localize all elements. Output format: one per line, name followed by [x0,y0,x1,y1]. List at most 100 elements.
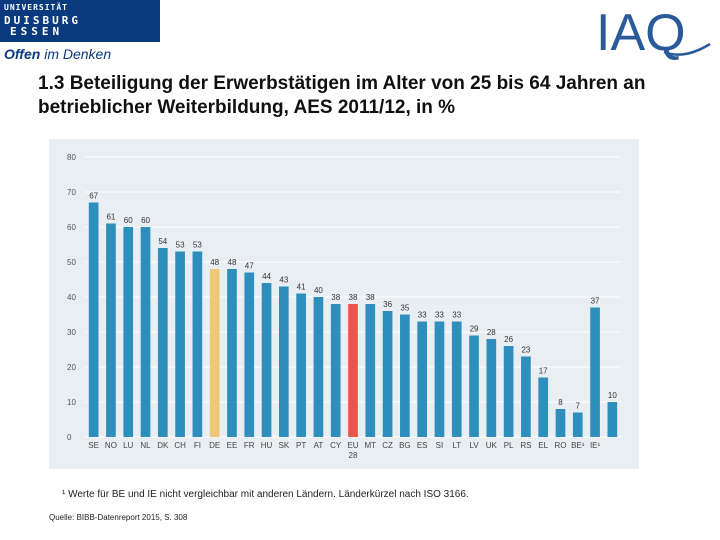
category-label: DK [157,441,169,450]
y-tick-label: 40 [67,293,76,302]
bar [590,307,600,437]
category-label: RS [520,441,531,450]
data-label: 67 [89,192,98,201]
bar [538,377,549,437]
bar [278,286,289,437]
bar [365,304,376,437]
slide-title: 1.3 Beteiligung der Erwerbstätigen im Al… [38,73,646,118]
category-label: UK [486,441,498,450]
data-label: 10 [608,391,617,400]
data-label: 48 [210,258,219,267]
category-label: BE¹ [571,441,585,450]
bar [140,227,151,437]
bar [192,251,203,437]
chart-container: 0 10 20 30 40 50 60 70 80 67 SE 61 NO 60 LU 60 NL 54 DK 53 C… [49,139,639,469]
category-label: RO [554,441,566,450]
bar [607,402,618,437]
category-label: LU [123,441,133,450]
footnote: ¹ Werte für BE und IE nicht vergleichbar… [62,489,469,500]
category-label: NO [105,441,117,450]
university-name-line3: ESSEN [10,25,64,38]
category-label: CH [174,441,186,450]
bar-chart: 0 10 20 30 40 50 60 70 80 67 SE 61 NO 60 LU 60 NL 54 DK 53 C… [67,153,621,460]
category-label: FI [194,441,201,450]
bar [400,314,410,437]
data-label: 60 [141,216,150,225]
data-label: 47 [245,262,254,271]
category-label: LT [452,441,461,450]
category-label: SI [436,441,444,450]
data-label: 38 [366,293,375,302]
category-label: AT [314,441,324,450]
bar [296,293,306,437]
category-label: CZ [382,441,393,450]
bar [486,339,497,437]
y-tick-label: 0 [67,433,72,442]
bar [572,412,583,437]
category-label: FR [244,441,255,450]
y-tick-label: 70 [67,188,76,197]
data-label: 44 [262,272,271,281]
data-label: 17 [539,367,548,376]
bar [88,202,99,437]
university-logo: UNIVERSITÄT DUISBURG ESSEN [0,0,160,42]
y-tick-label: 20 [67,363,76,372]
data-label: 48 [228,258,237,267]
data-label: 33 [452,311,461,320]
iaq-logo-swoosh [663,42,711,56]
data-label: 7 [576,402,581,411]
bar [175,251,185,437]
category-label: PT [296,441,306,450]
data-label: 36 [383,300,392,309]
data-label: 41 [297,283,306,292]
bar [417,321,428,437]
category-label: HU [261,441,273,450]
data-label: 29 [470,325,479,334]
category-label: CY [330,441,342,450]
category-label: DE [209,441,220,450]
university-name-line2: DUISBURG [4,14,81,27]
bar [123,227,134,437]
category-label: MT [365,441,377,450]
bar [244,272,255,437]
iaq-logo-text: IAQ [596,4,686,60]
bar [261,283,272,437]
bar [157,248,168,437]
bar [348,304,358,437]
y-tick-label: 60 [67,223,76,232]
iaq-logo: IAQ [596,4,711,60]
bar [313,297,324,437]
data-label: 43 [279,276,288,285]
bar [521,356,531,437]
data-label: 53 [193,241,202,250]
category-label: PL [504,441,514,450]
university-slogan: Offen im Denken [4,46,111,62]
y-tick-label: 10 [67,398,76,407]
y-tick-label: 50 [67,258,76,267]
category-label: EU [347,441,358,450]
category-label: ES [417,441,428,450]
data-label: 38 [349,293,358,302]
data-label: 53 [176,241,185,250]
category-label: BG [399,441,411,450]
category-label: IE¹ [590,441,601,450]
data-label: 33 [418,311,427,320]
data-label: 23 [521,346,530,355]
data-label: 8 [558,398,563,407]
data-label: 54 [158,237,167,246]
data-label: 35 [400,304,409,313]
bar [434,321,445,437]
source-note: Quelle: BIBB-Datenreport 2015, S. 308 [49,513,188,522]
y-tick-label: 80 [67,153,76,162]
category-label: EL [538,441,548,450]
data-label: 60 [124,216,133,225]
y-tick-label: 30 [67,328,76,337]
category-label: SE [88,441,99,450]
category-label: SK [279,441,290,450]
bar [209,269,220,437]
data-label: 26 [504,335,513,344]
bar [382,311,393,437]
bar [227,269,237,437]
data-label: 28 [487,328,496,337]
bar [106,223,116,437]
